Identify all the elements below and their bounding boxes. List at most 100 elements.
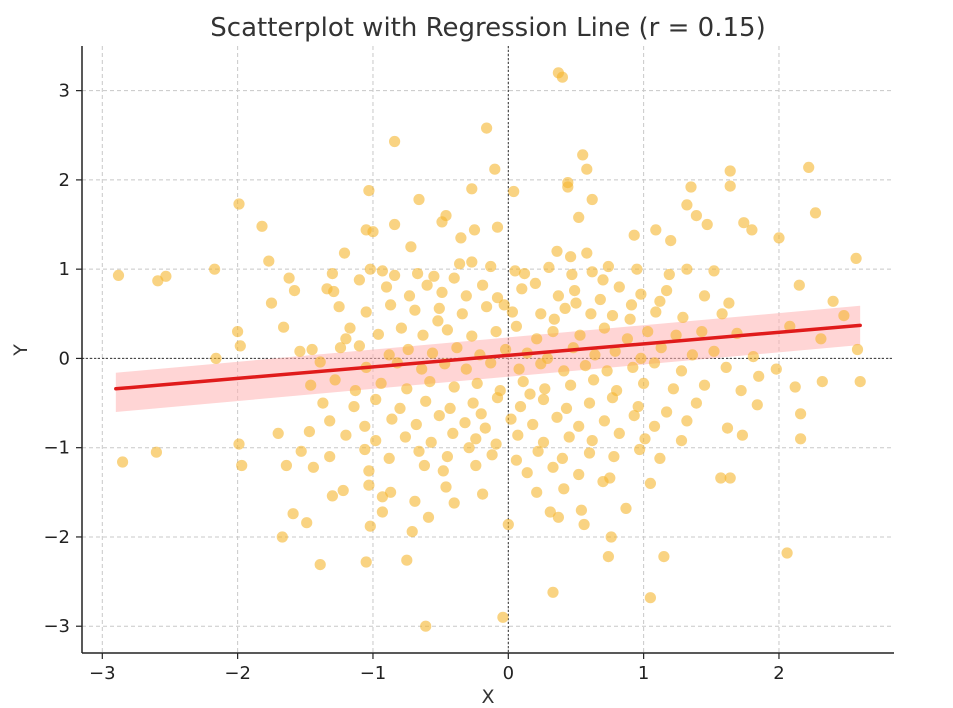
y-axis-label: Y — [10, 344, 32, 357]
scatter-point — [724, 180, 736, 192]
scatter-point — [604, 472, 616, 484]
scatter-point — [425, 436, 437, 448]
x-tick-label: 1 — [638, 663, 649, 684]
scatter-point — [416, 363, 428, 375]
scatter-point — [552, 511, 565, 523]
scatter-point — [420, 395, 432, 407]
y-tick-label: 3 — [59, 81, 70, 102]
scatter-point — [518, 268, 531, 280]
y-tick-label: −3 — [43, 616, 70, 637]
scatter-point — [585, 308, 597, 320]
scatter-point — [326, 268, 338, 280]
scatter-point — [328, 285, 340, 298]
scatter-point — [654, 295, 666, 307]
scatter-point — [516, 283, 528, 295]
scatter-point — [513, 363, 525, 375]
scatter-point — [556, 71, 569, 83]
scatter-point — [675, 435, 688, 447]
scatter-point — [535, 358, 547, 370]
scatter-point — [413, 193, 425, 206]
x-axis-label: X — [481, 686, 494, 708]
scatter-point — [344, 322, 356, 334]
scatter-point — [514, 401, 527, 413]
scatter-point — [436, 286, 448, 298]
scatter-point — [405, 241, 417, 253]
scatter-point — [531, 486, 543, 498]
scatter-point — [210, 352, 222, 364]
scatter-point — [606, 392, 619, 404]
scatter-point — [573, 468, 585, 481]
scatter-point — [389, 218, 401, 231]
scatter-point — [359, 443, 371, 456]
scatter-point — [386, 413, 398, 425]
scatter-point — [326, 490, 338, 502]
scatter-point — [661, 406, 673, 418]
scatter-point — [376, 506, 388, 518]
axes — [76, 46, 894, 659]
scatter-point — [324, 451, 336, 463]
scatter-point — [654, 452, 666, 464]
x-tick-label: 2 — [773, 663, 784, 684]
scatter-point — [850, 252, 862, 264]
scatter-point — [551, 411, 563, 423]
scatter-point — [232, 326, 244, 338]
scatter-point — [663, 268, 675, 281]
scatter-point — [635, 352, 647, 364]
scatter-point — [537, 436, 550, 448]
scatter-point — [625, 299, 638, 311]
scatter-point — [851, 343, 864, 356]
scatter-point — [544, 506, 556, 518]
y-tick-label: 2 — [59, 170, 70, 191]
scatter-point — [543, 261, 555, 273]
scatter-point — [448, 381, 460, 393]
scatter-point — [598, 415, 611, 427]
scatter-point — [795, 433, 807, 445]
scatter-point — [632, 401, 644, 413]
scatter-point — [696, 326, 708, 338]
scatter-point — [558, 365, 570, 377]
scatter-point — [721, 422, 734, 434]
scatter-point — [720, 361, 732, 373]
scatter-point — [280, 459, 292, 472]
scatter-point — [537, 393, 550, 406]
scatter-point — [418, 459, 430, 472]
scatter-point — [597, 274, 609, 286]
scatter-point — [409, 495, 421, 507]
scatter-point — [463, 442, 475, 454]
scatter-point — [569, 285, 581, 297]
scatter-point — [736, 429, 749, 441]
scatter-point — [306, 343, 318, 356]
scatter-point — [490, 326, 502, 338]
scatter-point — [681, 263, 693, 275]
scatter-point — [413, 445, 425, 457]
scatter-point — [586, 193, 598, 206]
scatter-point — [481, 122, 493, 134]
scatter-point — [399, 431, 411, 443]
scatter-point — [491, 221, 504, 233]
scatter-point — [117, 456, 129, 468]
scatter-point — [661, 285, 673, 297]
scatter-point — [337, 484, 349, 497]
scatter-point — [563, 431, 575, 443]
scatter-point — [524, 388, 536, 400]
scatter-point — [681, 199, 693, 211]
scatter-point — [294, 345, 306, 357]
scatter-point — [334, 342, 347, 354]
scatter-point — [698, 379, 711, 391]
scatter-point — [723, 297, 735, 309]
scatter-point — [363, 479, 375, 491]
scatter-point — [551, 245, 563, 257]
scatter-point — [502, 518, 514, 531]
scatter-point — [432, 315, 444, 327]
scatter-point — [579, 360, 592, 372]
scatter-point — [376, 265, 388, 277]
scatter-point — [295, 445, 307, 457]
scatter-point — [395, 322, 407, 334]
scatter-point — [575, 504, 588, 516]
scatter-point — [460, 363, 472, 375]
scatter-point — [485, 260, 497, 273]
chart-title: Scatterplot with Regression Line (r = 0.… — [210, 13, 765, 43]
scatter-point — [353, 340, 365, 352]
scatter-point — [272, 427, 284, 439]
